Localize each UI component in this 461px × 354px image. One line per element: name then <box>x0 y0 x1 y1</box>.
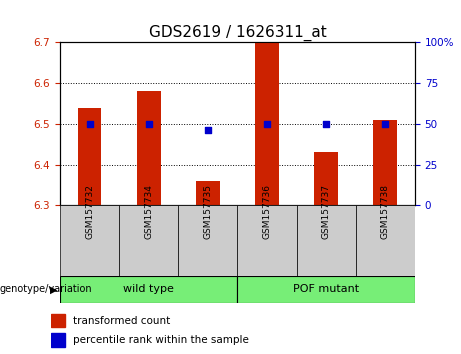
Point <box>145 121 152 127</box>
Bar <box>51 314 65 327</box>
Bar <box>137 91 160 205</box>
Bar <box>178 205 237 276</box>
Bar <box>237 205 296 276</box>
Text: GSM157734: GSM157734 <box>144 184 153 239</box>
Text: percentile rank within the sample: percentile rank within the sample <box>73 335 249 345</box>
Bar <box>60 205 119 276</box>
Text: genotype/variation: genotype/variation <box>0 284 93 295</box>
Text: wild type: wild type <box>123 284 174 295</box>
Text: transformed count: transformed count <box>73 316 170 326</box>
Bar <box>77 108 101 205</box>
Bar <box>237 276 415 303</box>
Bar <box>373 120 397 205</box>
Text: POF mutant: POF mutant <box>293 284 359 295</box>
Text: GSM157736: GSM157736 <box>262 184 272 239</box>
Point <box>263 121 271 127</box>
Bar <box>60 276 237 303</box>
Point <box>322 121 330 127</box>
Bar <box>119 205 178 276</box>
Point <box>382 121 389 127</box>
Bar <box>51 333 65 347</box>
Text: GSM157737: GSM157737 <box>322 184 331 239</box>
Point <box>204 127 212 133</box>
Text: GSM157732: GSM157732 <box>85 184 94 239</box>
Text: GSM157738: GSM157738 <box>381 184 390 239</box>
Title: GDS2619 / 1626311_at: GDS2619 / 1626311_at <box>148 25 326 41</box>
Bar <box>296 205 356 276</box>
Point <box>86 121 93 127</box>
Bar <box>356 205 415 276</box>
Bar <box>255 42 279 205</box>
Text: GSM157735: GSM157735 <box>203 184 213 239</box>
Bar <box>196 181 219 205</box>
Bar <box>314 153 338 205</box>
Text: ▶: ▶ <box>50 284 58 295</box>
